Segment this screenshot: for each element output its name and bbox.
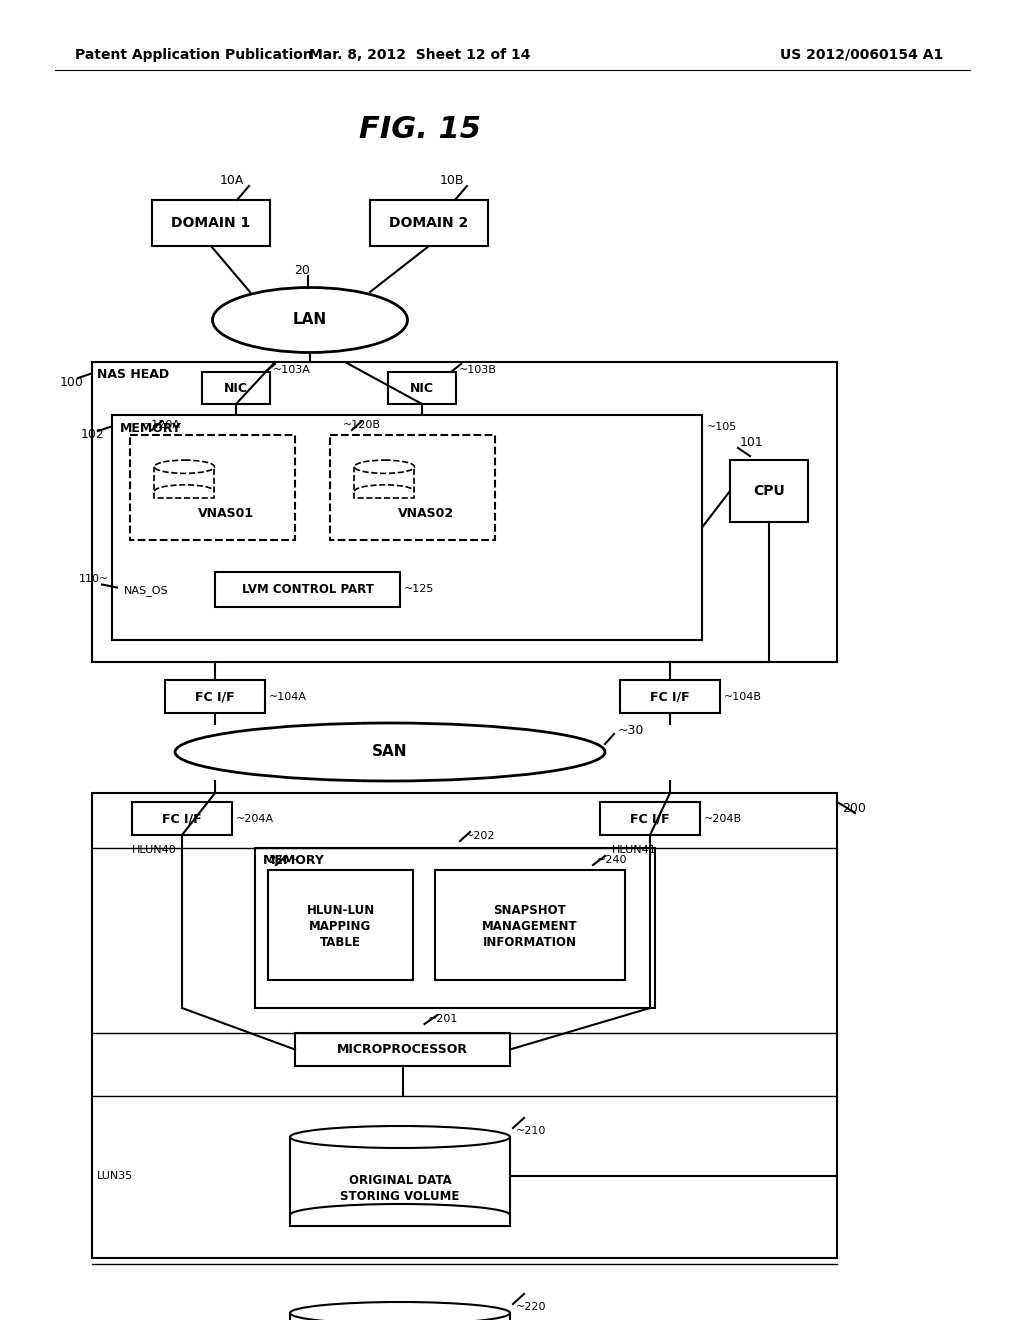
- Text: SNAPSHOT: SNAPSHOT: [494, 904, 566, 917]
- Text: FC I/F: FC I/F: [162, 812, 202, 825]
- Text: ~125: ~125: [404, 585, 434, 594]
- Text: NAS_OS: NAS_OS: [124, 585, 169, 595]
- Ellipse shape: [354, 461, 415, 474]
- Bar: [202, 372, 270, 404]
- Text: 20: 20: [294, 264, 310, 276]
- Bar: [155, 467, 214, 498]
- Text: Mar. 8, 2012  Sheet 12 of 14: Mar. 8, 2012 Sheet 12 of 14: [309, 48, 530, 62]
- Text: MEMORY: MEMORY: [120, 421, 182, 434]
- Bar: [132, 803, 232, 836]
- Text: VNAS01: VNAS01: [198, 507, 254, 520]
- Text: ~202: ~202: [465, 832, 496, 841]
- Bar: [620, 680, 720, 713]
- Text: US 2012/0060154 A1: US 2012/0060154 A1: [780, 48, 943, 62]
- Text: 100: 100: [60, 375, 84, 388]
- Text: STORING VOLUME: STORING VOLUME: [340, 1191, 460, 1204]
- Text: ORIGINAL DATA: ORIGINAL DATA: [348, 1175, 452, 1188]
- Bar: [388, 372, 456, 404]
- Bar: [370, 201, 488, 246]
- Text: 10B: 10B: [439, 173, 464, 186]
- Text: ~201: ~201: [427, 1014, 458, 1024]
- Text: MANAGEMENT: MANAGEMENT: [482, 920, 578, 933]
- Bar: [112, 414, 702, 640]
- Text: MAPPING: MAPPING: [309, 920, 372, 933]
- Text: ~103A: ~103A: [273, 366, 311, 375]
- Text: DOMAIN 1: DOMAIN 1: [171, 216, 251, 230]
- Text: 10A: 10A: [220, 173, 244, 186]
- Text: LVM CONTROL PART: LVM CONTROL PART: [242, 583, 374, 597]
- Text: 110~: 110~: [79, 574, 109, 585]
- Ellipse shape: [290, 1126, 510, 1148]
- Text: MICROPROCESSOR: MICROPROCESSOR: [337, 1043, 468, 1056]
- Text: FC I/F: FC I/F: [630, 812, 670, 825]
- Bar: [92, 793, 837, 1258]
- Text: 230~: 230~: [268, 855, 298, 865]
- Text: MEMORY: MEMORY: [263, 854, 325, 867]
- Text: ~104B: ~104B: [724, 692, 762, 701]
- Bar: [165, 680, 265, 713]
- Text: ~204A: ~204A: [236, 813, 274, 824]
- Text: FIG. 15: FIG. 15: [359, 116, 481, 144]
- Text: HLUN41: HLUN41: [612, 845, 656, 855]
- Bar: [354, 467, 415, 498]
- Bar: [435, 870, 625, 979]
- Bar: [330, 436, 495, 540]
- Text: ~30: ~30: [618, 723, 644, 737]
- Text: NIC: NIC: [410, 381, 434, 395]
- Text: FC I/F: FC I/F: [650, 690, 690, 704]
- Text: LUN35: LUN35: [97, 1171, 133, 1181]
- Text: ~120A: ~120A: [143, 420, 181, 430]
- Ellipse shape: [175, 723, 605, 781]
- Text: NIC: NIC: [224, 381, 248, 395]
- Bar: [130, 436, 295, 540]
- Bar: [268, 870, 413, 979]
- Text: TABLE: TABLE: [321, 936, 360, 949]
- Text: HLUN-LUN: HLUN-LUN: [306, 904, 375, 917]
- Bar: [290, 1137, 510, 1226]
- Text: FC I/F: FC I/F: [196, 690, 234, 704]
- Text: SAN: SAN: [373, 744, 408, 759]
- Bar: [600, 803, 700, 836]
- Text: ~120B: ~120B: [343, 420, 381, 430]
- Text: INFORMATION: INFORMATION: [483, 936, 577, 949]
- Bar: [290, 1313, 510, 1320]
- Text: ~103B: ~103B: [459, 366, 497, 375]
- Text: ~210: ~210: [516, 1126, 547, 1137]
- Text: ~105: ~105: [707, 422, 737, 432]
- Text: VNAS02: VNAS02: [397, 507, 454, 520]
- Text: CPU: CPU: [753, 484, 784, 498]
- Text: LAN: LAN: [293, 313, 327, 327]
- Text: Patent Application Publication: Patent Application Publication: [75, 48, 312, 62]
- Bar: [215, 572, 400, 607]
- Text: ~240: ~240: [597, 855, 628, 865]
- Bar: [152, 201, 270, 246]
- Text: DOMAIN 2: DOMAIN 2: [389, 216, 469, 230]
- Text: NAS HEAD: NAS HEAD: [97, 368, 169, 381]
- Text: ~104A: ~104A: [269, 692, 307, 701]
- Text: ~220: ~220: [516, 1302, 547, 1312]
- Ellipse shape: [155, 461, 214, 474]
- Bar: [295, 1034, 510, 1067]
- Bar: [730, 459, 808, 521]
- Text: 200: 200: [842, 801, 866, 814]
- Bar: [92, 362, 837, 663]
- Text: ~204B: ~204B: [705, 813, 742, 824]
- Text: 101: 101: [740, 437, 764, 450]
- Bar: [255, 847, 655, 1008]
- Text: 102: 102: [80, 429, 104, 441]
- Ellipse shape: [290, 1302, 510, 1320]
- Text: HLUN40: HLUN40: [132, 845, 177, 855]
- Ellipse shape: [213, 288, 408, 352]
